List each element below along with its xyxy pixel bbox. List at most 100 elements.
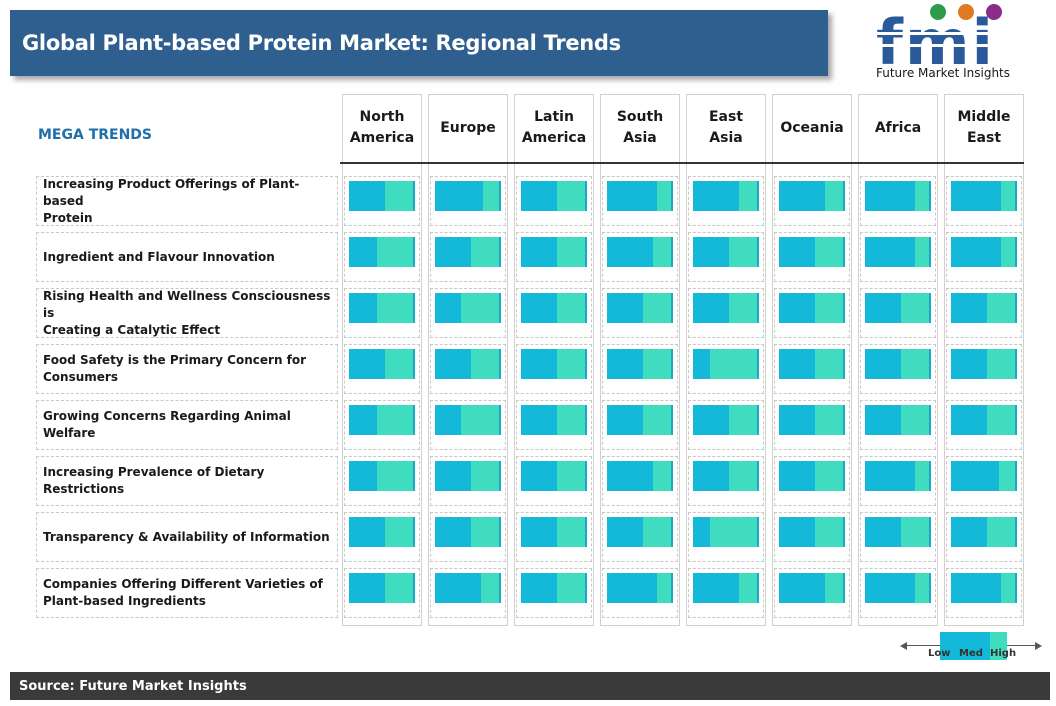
heatmap-cell — [430, 400, 506, 450]
bar-edge — [929, 405, 931, 435]
bar-edge — [413, 405, 415, 435]
heatmap-cell — [430, 288, 506, 338]
bar-low-segment — [779, 405, 815, 435]
bar-high-segment — [915, 461, 929, 491]
bar-low-segment — [349, 517, 385, 547]
bar-low-segment — [693, 181, 739, 211]
bar-low-segment — [349, 349, 385, 379]
bar-low-segment — [693, 237, 729, 267]
bar-low-segment — [779, 293, 815, 323]
bar-high-segment — [815, 461, 843, 491]
heatmap-cell — [602, 568, 678, 618]
heatmap-cell — [688, 456, 764, 506]
heatmap-cell — [602, 288, 678, 338]
heatmap-bar — [435, 293, 501, 323]
bar-low-segment — [865, 573, 915, 603]
bar-low-segment — [435, 293, 461, 323]
trend-label: Increasing Product Offerings of Plant-ba… — [36, 176, 338, 226]
bar-edge — [585, 349, 587, 379]
bar-high-segment — [901, 405, 929, 435]
bar-high-segment — [710, 349, 757, 379]
heatmap-cell — [688, 176, 764, 226]
bar-edge — [929, 517, 931, 547]
heatmap-cell — [774, 232, 850, 282]
heatmap-bar — [693, 349, 759, 379]
trend-label-line: Ingredient and Flavour Innovation — [43, 249, 275, 264]
trend-label-line: Rising Health and Wellness Consciousness… — [43, 288, 331, 320]
trend-label: Transparency & Availability of Informati… — [36, 512, 338, 562]
bar-low-segment — [435, 461, 471, 491]
bar-high-segment — [987, 349, 1015, 379]
bar-high-segment — [557, 349, 585, 379]
bar-high-segment — [657, 181, 671, 211]
heatmap-bar — [951, 349, 1017, 379]
heatmap-cell — [344, 512, 420, 562]
region-header-line: Asia — [623, 130, 657, 146]
mega-trends-label: MEGA TRENDS — [38, 127, 153, 143]
bar-edge — [929, 181, 931, 211]
bar-low-segment — [349, 293, 377, 323]
region-header-line: Africa — [874, 119, 922, 136]
bar-low-segment — [521, 293, 557, 323]
heatmap-cell — [774, 512, 850, 562]
heatmap-bar — [607, 405, 673, 435]
bar-edge — [843, 461, 845, 491]
heatmap-cell — [602, 232, 678, 282]
heatmap-bar — [865, 293, 931, 323]
bar-high-segment — [557, 405, 585, 435]
bar-low-segment — [607, 181, 657, 211]
region-header: North America — [342, 94, 422, 162]
heatmap-cell — [860, 232, 936, 282]
heatmap-cell — [430, 232, 506, 282]
bar-high-segment — [643, 293, 671, 323]
heatmap-cell — [860, 568, 936, 618]
bar-high-segment — [385, 573, 413, 603]
trend-label-line: Consumers — [43, 370, 118, 384]
bar-low-segment — [349, 237, 377, 267]
heatmap-bar — [435, 181, 501, 211]
heatmap-cell — [516, 344, 592, 394]
bar-low-segment — [693, 349, 710, 379]
heatmap-cell — [688, 512, 764, 562]
heatmap-cell — [516, 512, 592, 562]
heatmap-cell — [774, 568, 850, 618]
heatmap-cell — [946, 568, 1022, 618]
heatmap-cell — [774, 176, 850, 226]
bar-edge — [671, 517, 673, 547]
bar-high-segment — [557, 461, 585, 491]
bar-low-segment — [607, 461, 653, 491]
heatmap-cell — [602, 176, 678, 226]
bar-low-segment — [951, 293, 987, 323]
heatmap-cell — [688, 568, 764, 618]
bar-high-segment — [901, 517, 929, 547]
heatmap-bar — [693, 237, 759, 267]
heatmap-bar — [349, 517, 415, 547]
heatmap-cell — [602, 400, 678, 450]
heatmap-cell — [946, 400, 1022, 450]
bar-high-segment — [557, 573, 585, 603]
bar-edge — [671, 237, 673, 267]
region-column — [772, 94, 852, 626]
bar-low-segment — [951, 517, 987, 547]
bar-high-segment — [557, 237, 585, 267]
bar-edge — [843, 181, 845, 211]
heatmap-bar — [607, 181, 673, 211]
heatmap-bar — [349, 293, 415, 323]
heatmap-cell — [516, 456, 592, 506]
bar-high-segment — [461, 405, 499, 435]
heatmap-cell — [774, 344, 850, 394]
bar-low-segment — [435, 573, 481, 603]
bar-low-segment — [521, 349, 557, 379]
bar-edge — [499, 517, 501, 547]
heatmap-cell — [344, 456, 420, 506]
title-bar: Global Plant-based Protein Market: Regio… — [10, 10, 828, 76]
heatmap-bar — [693, 293, 759, 323]
bar-high-segment — [653, 461, 671, 491]
heatmap-cell — [516, 176, 592, 226]
bar-edge — [1015, 573, 1017, 603]
bar-edge — [1015, 293, 1017, 323]
heatmap-bar — [435, 237, 501, 267]
heatmap-cell — [344, 232, 420, 282]
heatmap-bar — [435, 461, 501, 491]
heatmap-cell — [688, 344, 764, 394]
